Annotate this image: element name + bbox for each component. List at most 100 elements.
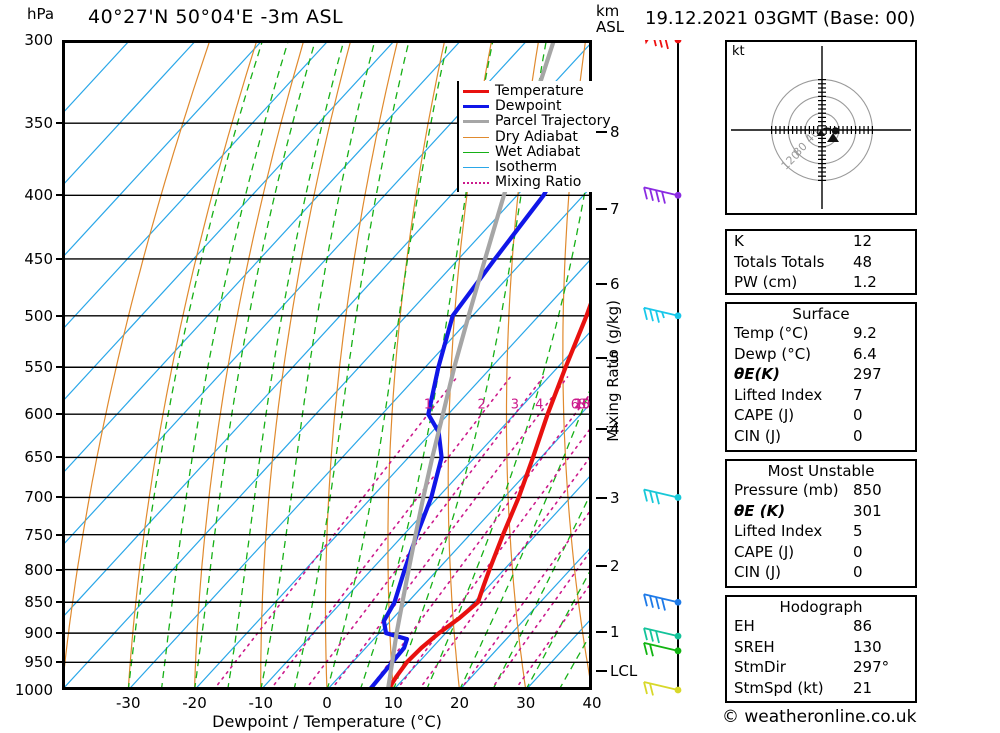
index-row: SREH 130 <box>727 637 915 658</box>
pressure-tick-label: 750 <box>24 525 53 544</box>
index-label: Temp (°C) <box>734 324 809 342</box>
index-label: Totals Totals <box>734 252 825 271</box>
index-row: PW (cm) 1.2 <box>727 272 915 293</box>
index-label: EH <box>734 617 755 635</box>
index-value: 6.4 <box>853 344 877 363</box>
x-axis-title: Dewpoint / Temperature (°C) <box>212 712 442 731</box>
wind-barb <box>643 488 682 505</box>
height-tick <box>596 565 607 568</box>
surface-indices-panel: Surface Temp (°C) 9.2 Dewp (°C) 6.4 θE(K) 297 L… <box>725 302 917 452</box>
pressure-tick <box>56 661 65 664</box>
index-row: CAPE (J) 0 <box>727 405 915 426</box>
pressure-tick <box>56 122 65 125</box>
index-label: CAPE (J) <box>734 406 795 424</box>
height-tick-label: 1 <box>610 623 620 642</box>
pressure-tick-label: 300 <box>24 31 53 49</box>
legend-item: Parcel Trajectory <box>463 114 649 129</box>
index-row: CIN (J) 0 <box>727 562 915 583</box>
legend-item: Temperature <box>463 84 649 99</box>
index-label: K <box>734 232 744 250</box>
pressure-tick-label: 450 <box>24 249 53 268</box>
legend-swatch-isotherm <box>463 167 489 169</box>
wind-barb <box>643 186 682 204</box>
index-value: 7 <box>853 385 863 404</box>
height-tick <box>596 131 607 134</box>
height-tick <box>596 283 607 286</box>
hodograph-panel-title: Hodograph <box>779 598 863 616</box>
pressure-tick <box>56 601 65 604</box>
wind-barb <box>643 593 682 611</box>
index-row: Temp (°C) 9.2 <box>727 323 915 344</box>
index-row: K 12 <box>727 231 915 252</box>
pressure-tick <box>56 533 65 536</box>
pressure-tick <box>56 496 65 499</box>
pressure-tick-label: 900 <box>24 624 53 643</box>
wind-barb <box>643 627 682 644</box>
index-value: 12 <box>853 232 873 250</box>
index-value: 0 <box>853 563 863 581</box>
most-unstable-panel-title: Most Unstable <box>767 462 875 480</box>
pressure-tick <box>56 456 65 459</box>
pressure-tick-label: 700 <box>24 488 53 507</box>
legend-label: Isotherm <box>495 159 558 176</box>
index-row: θE(K) 297 <box>727 364 915 385</box>
temperature-tick-label: -30 <box>116 694 141 712</box>
height-axis: 1 2 3 4 5 6 7 8 LCL <box>596 40 646 690</box>
wind-barb-column <box>643 40 682 696</box>
pressure-tick-label: 500 <box>24 306 53 325</box>
index-value: 850 <box>853 481 882 499</box>
index-label: CAPE (J) <box>734 542 795 561</box>
legend-label: Dry Adiabat <box>495 128 578 145</box>
legend-label: Mixing Ratio <box>495 174 582 191</box>
index-row: θE (K) 301 <box>727 501 915 522</box>
hodograph-panel: 40 80 120 kt <box>725 40 917 215</box>
index-value: 0 <box>853 406 863 424</box>
wind-barb <box>644 40 682 50</box>
pressure-axis: 300 350 400 450 500 550 600 650 700 750 800 850 900 9… <box>0 31 65 699</box>
pressure-tick <box>56 632 65 635</box>
page-title: 40°27'N 50°04'E -3m ASL <box>88 6 344 28</box>
mixing-ratio-label: 20 <box>573 397 591 413</box>
index-value: 48 <box>853 252 873 271</box>
index-row: Totals Totals 48 <box>727 252 915 273</box>
height-tick <box>596 631 607 634</box>
index-value: 1.2 <box>853 273 877 291</box>
legend-item: Isotherm <box>463 160 649 175</box>
temperature-tick-label: 0 <box>322 694 332 712</box>
legend-label: Temperature <box>495 83 584 100</box>
temperature-tick-label: 40 <box>582 694 602 712</box>
mixing-ratio-axis-title: Mixing Ratio (g/kg) <box>604 300 622 442</box>
index-value: 21 <box>853 678 873 697</box>
index-label: Dewp (°C) <box>734 344 812 363</box>
skewt-frame <box>62 40 592 690</box>
index-label: Lifted Index <box>734 385 823 404</box>
datetime-header: 19.12.2021 03GMT (Base: 00) <box>645 8 916 29</box>
pressure-tick-label: 800 <box>24 560 53 579</box>
surface-panel-title: Surface <box>792 305 850 323</box>
wind-barb <box>643 681 682 696</box>
index-row: CIN (J) 0 <box>727 426 915 447</box>
pressure-tick <box>56 568 65 571</box>
height-tick-label: 2 <box>610 557 620 576</box>
index-label: PW (cm) <box>734 273 798 291</box>
pressure-tick-label: 350 <box>24 114 53 133</box>
height-tick-label: 8 <box>610 123 620 142</box>
temperature-tick-label: 10 <box>383 694 403 712</box>
height-unit-line2: ASL <box>596 18 625 36</box>
most-unstable-panel: Most Unstable Pressure (mb) 850 θE (K) 301 Li… <box>725 459 917 588</box>
mixing-ratio-label: 2 <box>477 397 486 413</box>
hodograph-stats-panel: Hodograph EH 86 SREH 130 StmDir 297° StmSpd (kt… <box>725 595 917 703</box>
index-label: SREH <box>734 637 775 656</box>
index-value: 9.2 <box>853 324 877 342</box>
index-value: 86 <box>853 617 873 635</box>
wind-barb <box>643 306 682 323</box>
mixing-ratio-label: 4 <box>535 397 544 413</box>
pressure-tick-label: 850 <box>24 593 53 612</box>
index-value: 301 <box>853 501 882 520</box>
index-value: 0 <box>853 542 863 561</box>
legend-swatch-temperature <box>463 90 489 94</box>
lcl-tick <box>596 669 607 672</box>
index-label: StmDir <box>734 658 786 676</box>
legend-swatch-parcel-trajectory <box>463 120 489 124</box>
